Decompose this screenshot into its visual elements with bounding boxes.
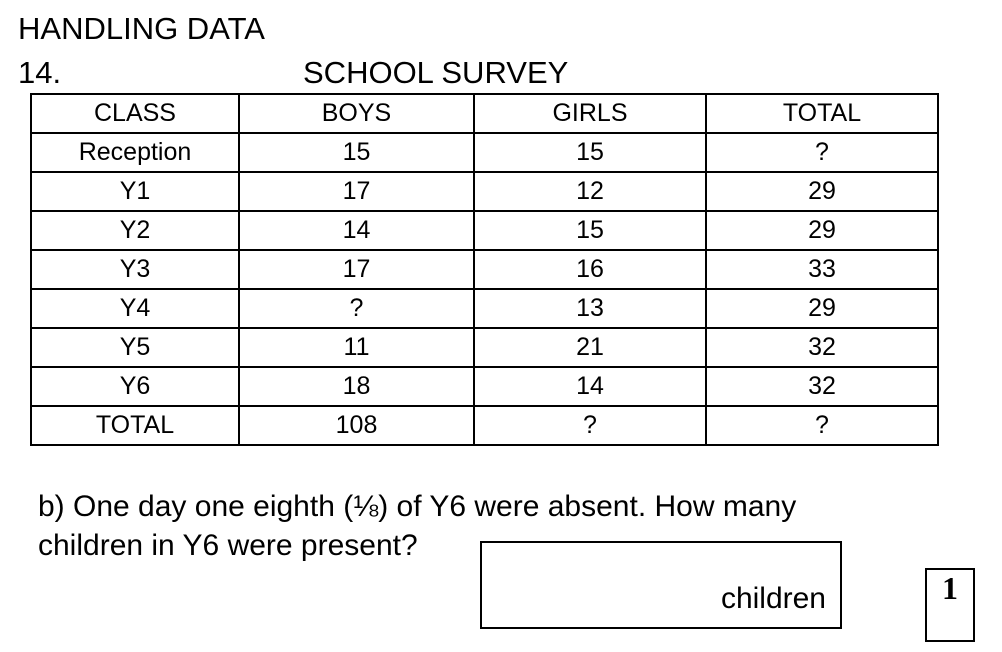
table-cell: ? [238,288,475,329]
table-cell: 32 [705,327,939,368]
table-cell: Reception [30,132,240,173]
table-row-y6: Y6 18 14 32 [30,366,939,407]
table-cell: 29 [705,171,939,212]
table-cell: 14 [238,210,475,251]
table-cell: 29 [705,288,939,329]
table-cell: 29 [705,210,939,251]
answer-unit-label: children [720,582,826,615]
table-row-y5: Y5 11 21 32 [30,327,939,368]
worksheet-heading: HANDLING DATA [18,11,265,46]
table-cell: 13 [473,288,707,329]
mark-box: 1 [925,568,975,642]
table-cell: Y3 [30,249,240,290]
table-row-y3: Y3 17 16 33 [30,249,939,290]
table-cell: Y4 [30,288,240,329]
question-text-line-2: children in Y6 were present? [38,529,418,562]
table-cell: 108 [238,405,475,446]
column-header-total: TOTAL [705,93,939,134]
table-row-reception: Reception 15 15 ? [30,132,939,173]
table-title: SCHOOL SURVEY [303,55,569,90]
table-cell: 33 [705,249,939,290]
school-survey-table: CLASS BOYS GIRLS TOTAL Reception 15 15 ?… [30,93,939,446]
table-cell: 18 [238,366,475,407]
answer-box[interactable]: children [480,541,842,629]
table-row-y2: Y2 14 15 29 [30,210,939,251]
table-header-row: CLASS BOYS GIRLS TOTAL [30,93,939,134]
question-number: 14. [18,55,62,90]
table-cell: Y2 [30,210,240,251]
question-text: b) One day one eighth (⅛) of Y6 were abs… [38,487,796,565]
table-cell: 11 [238,327,475,368]
table-row-total: TOTAL 108 ? ? [30,405,939,446]
table-cell: 14 [473,366,707,407]
table-cell: 12 [473,171,707,212]
table-cell: ? [473,405,707,446]
table-cell: 16 [473,249,707,290]
table-cell: ? [705,405,939,446]
table-cell: 15 [238,132,475,173]
column-header-class: CLASS [30,93,240,134]
table-cell: 15 [473,132,707,173]
table-cell: ? [705,132,939,173]
mark-value: 1 [942,570,958,606]
table-cell: TOTAL [30,405,240,446]
table-cell: Y1 [30,171,240,212]
table-cell: Y6 [30,366,240,407]
table-cell: 32 [705,366,939,407]
column-header-boys: BOYS [238,93,475,134]
table-cell: 15 [473,210,707,251]
table-row-y1: Y1 17 12 29 [30,171,939,212]
table-row-y4: Y4 ? 13 29 [30,288,939,329]
table-cell: 21 [473,327,707,368]
table-cell: 17 [238,171,475,212]
column-header-girls: GIRLS [473,93,707,134]
table-cell: Y5 [30,327,240,368]
table-cell: 17 [238,249,475,290]
question-text-line-1: b) One day one eighth (⅛) of Y6 were abs… [38,490,797,523]
